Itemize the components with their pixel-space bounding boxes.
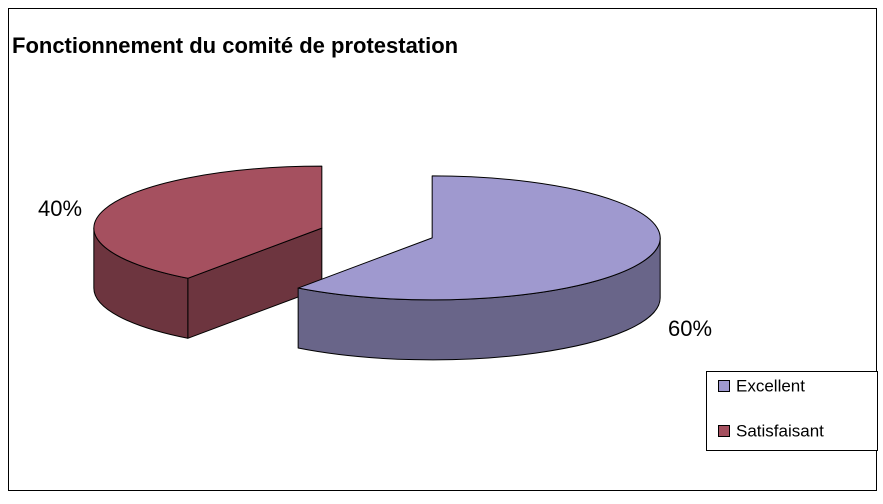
slice-top xyxy=(297,175,661,301)
chart-title: Fonctionnement du comité de protestation xyxy=(12,33,458,58)
data-label: 60% xyxy=(668,316,712,341)
legend-label: Excellent xyxy=(736,376,805,395)
legend-box xyxy=(706,371,878,451)
legend-label: Satisfaisant xyxy=(736,421,824,440)
legend-swatch xyxy=(718,425,730,437)
legend-swatch xyxy=(718,380,730,392)
data-label: 40% xyxy=(38,196,82,221)
legend: Excellent Satisfaisant xyxy=(718,376,824,440)
slice-top xyxy=(93,165,323,279)
pie xyxy=(93,165,661,361)
